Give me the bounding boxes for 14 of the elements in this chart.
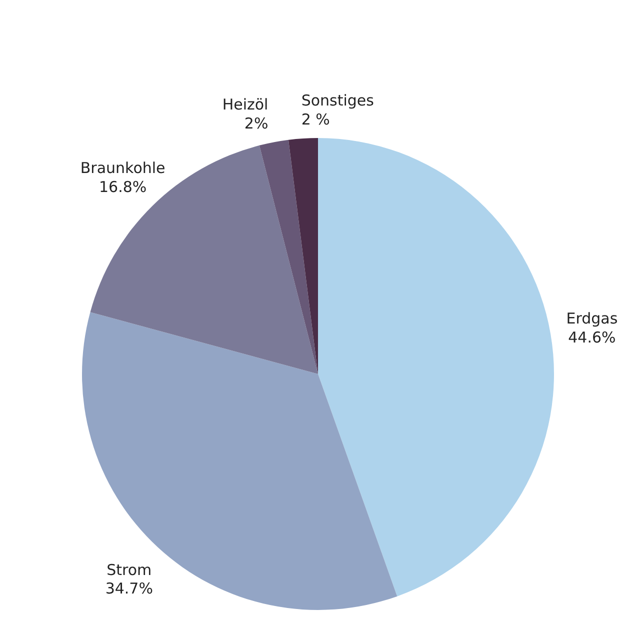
data-label: 16.8%	[98, 178, 147, 196]
slice-label: Erdgas	[566, 310, 618, 328]
slice-label: Sonstiges	[301, 92, 374, 110]
pie-slice	[82, 312, 398, 610]
data-label: 34.7%	[105, 580, 153, 598]
data-label: 44.6%	[568, 328, 616, 346]
pie-slice	[259, 140, 318, 374]
pie-slice	[318, 138, 554, 596]
slice-label: Heizöl	[222, 96, 268, 114]
slice-label: Strom	[106, 560, 152, 579]
data-label: 2 %	[301, 110, 330, 128]
data-label: 2%	[244, 114, 268, 132]
pie-slice	[288, 138, 318, 374]
slice-label: Braunkohle	[80, 159, 166, 178]
